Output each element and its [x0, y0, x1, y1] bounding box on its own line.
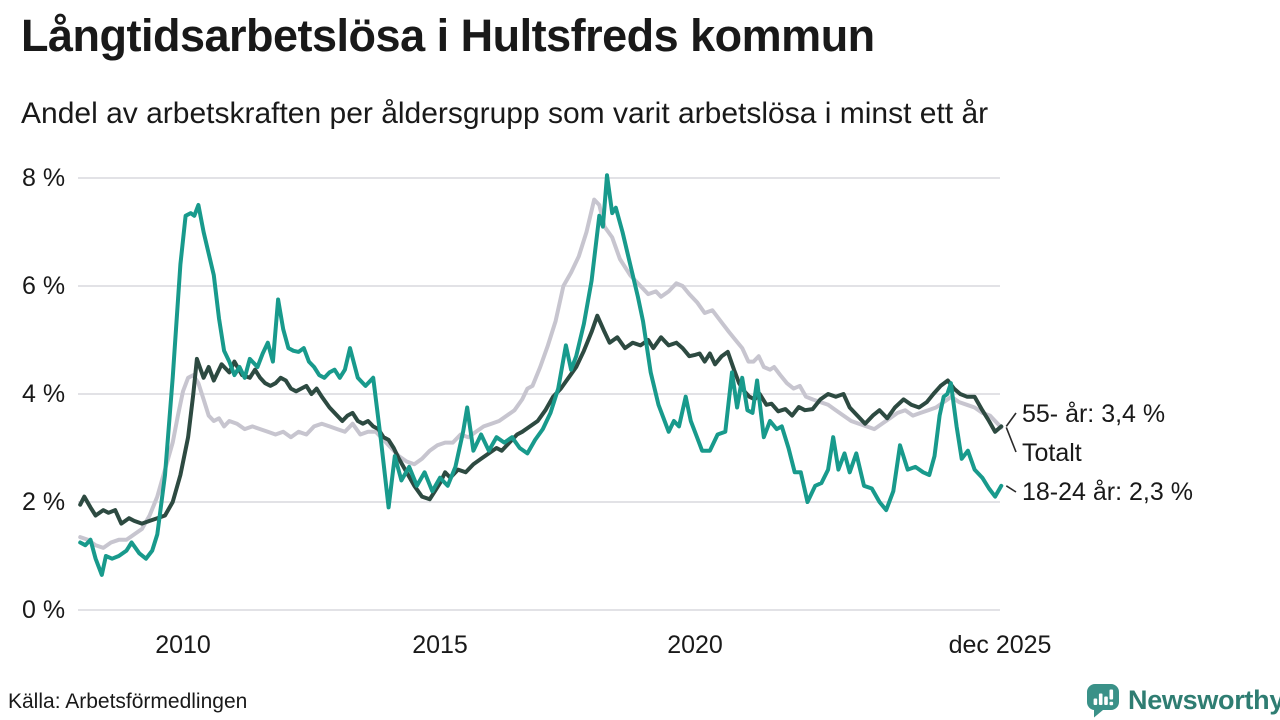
x-axis-tick-2010: 2010 [155, 631, 211, 659]
y-axis-tick-6: 6 % [22, 272, 66, 300]
leader-line-18-24 år [1005, 485, 1017, 493]
series-end-label-55: 55- år: 3,4 % [1022, 400, 1166, 428]
newsworthy-wordmark: Newsworthy [1128, 685, 1280, 715]
x-axis-tick-dec-2025: dec 2025 [948, 631, 1052, 659]
y-axis-tick-4: 4 % [22, 380, 66, 408]
x-axis-tick-2015: 2015 [412, 631, 468, 659]
leader-line-55- år [1005, 412, 1017, 427]
y-axis-tick-2: 2 % [22, 488, 66, 516]
newsworthy-logo-icon [1086, 684, 1119, 718]
y-axis-tick-8: 8 % [22, 164, 66, 192]
leader-line-Totalt [1005, 427, 1017, 453]
x-axis-tick-2020: 2020 [667, 631, 723, 659]
chart-subtitle: Andel av arbetskraften per åldersgrupp s… [21, 97, 989, 130]
page-title: Långtidsarbetslösa i Hultsfreds kommun [21, 10, 875, 61]
series-end-label-totalt: Totalt [1022, 439, 1082, 467]
series-line-18-24 år [78, 173, 1004, 577]
series-end-label-18-24: 18-24 år: 2,3 % [1022, 478, 1193, 506]
source-credit: Källa: Arbetsförmedlingen [8, 690, 248, 713]
newsworthy-logo: Newsworthy [1086, 683, 1280, 718]
series-line-Totalt [78, 197, 1004, 550]
y-axis-tick-0: 0 % [22, 596, 66, 624]
